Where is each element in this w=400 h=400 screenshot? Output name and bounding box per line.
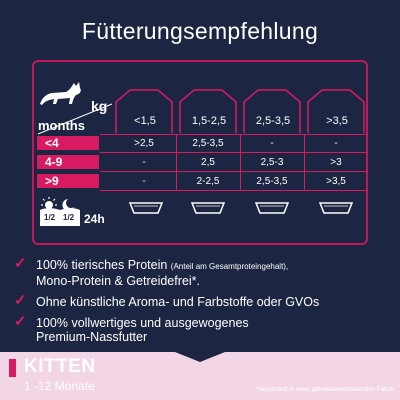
grid-line: [176, 134, 177, 190]
feeding-fraction-right: 1/2: [63, 213, 75, 222]
bullet-second-line: Premium-Nassfutter: [36, 330, 148, 344]
grid-line: [240, 134, 241, 190]
table-cell: -: [270, 138, 274, 149]
column-header-2: 1,5-2,5: [191, 115, 227, 127]
feeding-time-label: 24h: [84, 212, 105, 226]
bullet-main-text: 100% tierisches Protein: [36, 258, 171, 272]
table-cell: 2,5-3: [260, 157, 284, 168]
column-header-4: >3,5: [326, 115, 348, 127]
grid-line: [100, 152, 368, 153]
row-label-4-9: 4-9: [37, 155, 99, 169]
checkmark-icon: ✓: [14, 313, 27, 330]
grid-line: [100, 190, 368, 191]
list-item: ✓ 100% tierisches Protein (Anteil am Ges…: [14, 255, 394, 288]
table-cell: 2,5-3,5: [256, 176, 288, 187]
kitten-accent-bar: [9, 359, 16, 377]
checkmark-icon: ✓: [14, 292, 27, 309]
table-cell: 2,5: [201, 157, 215, 168]
kitten-title: KITTEN: [24, 356, 96, 377]
kitten-subtitle: 1 -12 Monate: [24, 379, 95, 393]
list-item: ✓ 100% vollwertiges und ausgewogenes Pre…: [14, 313, 394, 344]
benefits-list: ✓ 100% tierisches Protein (Anteil am Ges…: [14, 255, 394, 351]
bullet-note-text: (Anteil am Gesamtproteingehalt),: [170, 262, 289, 271]
cat-icon: [40, 82, 81, 105]
checkmark-icon: ✓: [14, 255, 27, 272]
bowl-icon: [318, 202, 354, 214]
header-divider-line: [37, 103, 113, 135]
table-cell: 2-2,5: [196, 176, 220, 187]
table-cell: >2,5: [134, 138, 154, 149]
grid-line: [100, 134, 368, 135]
row-label-over-9: >9: [37, 174, 99, 188]
bowl-icon: [190, 202, 226, 214]
bullet-main-text: 100% vollwertiges und ausgewogenes: [36, 316, 249, 330]
bowl-icon: [128, 202, 164, 214]
table-cell: >3: [330, 157, 342, 168]
bullet-second-line: Mono-Protein & Getreidefrei*.: [36, 274, 200, 288]
table-cell: 2,5-3,5: [192, 138, 224, 149]
feeding-schedule-icon: 1/2 1/2: [38, 196, 82, 237]
band-notch: [170, 350, 230, 362]
list-item: ✓ Ohne künstliche Aroma- und Farbstoffe …: [14, 292, 394, 309]
table-cell: -: [142, 176, 146, 187]
table-cell: >3,5: [326, 176, 346, 187]
table-cell: -: [142, 157, 146, 168]
grid-line: [304, 134, 305, 190]
column-header-3: 2,5-3,5: [255, 115, 291, 127]
feeding-fraction-left: 1/2: [44, 213, 56, 222]
row-label-under-4: <4: [37, 136, 99, 150]
bowl-icon: [254, 202, 290, 214]
column-tabs: [115, 89, 365, 133]
page-title: Fütterungsempfehlung: [81, 18, 319, 44]
bullet-main-text: Ohne künstliche Aroma- und Farbstoffe od…: [36, 295, 320, 309]
grid-line: [100, 171, 368, 172]
unit-kg-label: kg: [91, 98, 108, 114]
column-header-1: <1,5: [134, 115, 156, 127]
footnote: *Hergestellt in einer getreideverarbeite…: [255, 386, 394, 393]
table-cell: -: [334, 138, 338, 149]
